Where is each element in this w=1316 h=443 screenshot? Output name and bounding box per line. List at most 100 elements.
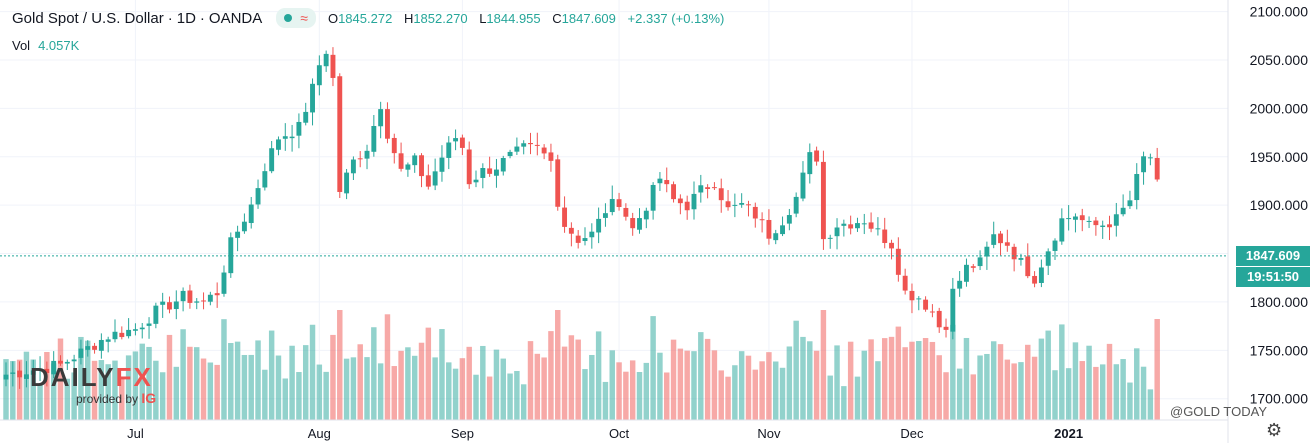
candle-body [44, 368, 50, 373]
volume-bar [602, 381, 609, 420]
gear-icon[interactable]: ⚙ [1266, 420, 1283, 440]
volume-bar [98, 360, 105, 420]
candle-body [637, 218, 642, 230]
volume-bar [977, 355, 983, 420]
volume-bar [861, 350, 868, 420]
price-tick-label: 2000.000 [1250, 100, 1309, 116]
volume-bar [194, 347, 200, 420]
volume-bar [262, 369, 268, 420]
candle-body [112, 331, 118, 340]
volume-bar [561, 346, 568, 420]
volume-bar [514, 370, 520, 420]
candle-body [746, 204, 751, 206]
candle-body [487, 168, 493, 174]
candle-body [1120, 207, 1126, 215]
time-tick-label: Oct [609, 426, 630, 441]
high-value: 1852.270 [413, 10, 468, 26]
volume-bar [1127, 382, 1133, 420]
candle-body [173, 301, 179, 310]
volume-bar [418, 342, 425, 420]
volume-bar [1052, 370, 1058, 420]
candle-body [466, 149, 472, 185]
time-tick-label: 2021 [1054, 426, 1083, 441]
candle-body [10, 372, 16, 374]
volume-bar [125, 355, 132, 420]
data-source: OANDA [208, 9, 263, 27]
volume-bar [711, 350, 718, 420]
volume-bar [929, 341, 936, 420]
candle-body [1038, 267, 1044, 283]
candle-body [793, 196, 799, 214]
candle-body [909, 290, 915, 301]
market-status-pill[interactable]: ≈ [276, 8, 316, 28]
candle-body [167, 302, 172, 310]
volume-bar [187, 346, 193, 420]
candle-body [759, 219, 765, 221]
volume-bar [439, 329, 445, 420]
ohlc-values: O1845.272 H1852.270 L1844.955 C1847.609 … [328, 11, 732, 26]
logo-brand: DAILYFX [30, 362, 153, 392]
volume-bar [180, 329, 186, 420]
candle-body [861, 223, 867, 225]
volume-bar [228, 343, 234, 420]
volume-bar [159, 372, 166, 420]
volume-bar [1004, 359, 1011, 420]
volume-bar [623, 371, 629, 420]
logo-provided-by: provided by IG [76, 390, 157, 406]
candle-body [446, 142, 452, 158]
candle-body [541, 147, 547, 154]
price-tick-label: 1700.000 [1250, 391, 1309, 407]
candle-body [718, 188, 724, 201]
volume-bar [119, 378, 125, 420]
volume-bar [534, 353, 541, 420]
change-value: +2.337 (+0.13%) [627, 10, 725, 26]
candle-body [289, 136, 295, 139]
candle-body [378, 109, 384, 127]
candle-body [521, 143, 527, 147]
volume-bar [936, 355, 942, 420]
candle-body [432, 171, 438, 186]
volume-bar [943, 372, 949, 420]
symbol-title[interactable]: Gold Spot / U.S. Dollar [12, 9, 164, 27]
candle-body [1147, 157, 1153, 159]
volume-bar [555, 310, 561, 420]
volume-bar [221, 319, 227, 420]
candle-body [841, 223, 847, 226]
candle-body [1059, 218, 1065, 242]
volume-bar [1045, 330, 1051, 420]
open-label: O [327, 10, 339, 26]
candle-body [711, 187, 717, 189]
volume-bar [786, 346, 793, 420]
time-axis[interactable]: Jul Aug Sep Oct Nov Dec 2021 [0, 419, 1228, 441]
volume-bar [173, 366, 180, 420]
candle-body [1141, 156, 1147, 173]
candlesticks[interactable] [3, 47, 1160, 389]
volume-bar [779, 367, 786, 420]
candle-body [269, 148, 275, 172]
price-axis[interactable]: 1700.0001750.0001800.0001850.0001900.000… [1227, 0, 1309, 443]
candle-body [92, 345, 98, 350]
volume-bar [425, 327, 432, 420]
candle-body [17, 370, 23, 378]
volume-bar [902, 347, 908, 420]
volume-bar [1059, 324, 1065, 420]
candle-body [493, 169, 499, 176]
candle-body [609, 198, 615, 213]
separator: · [199, 9, 205, 27]
candle-body [677, 198, 683, 204]
volume-bar [166, 334, 173, 420]
volume-bar [575, 339, 581, 420]
candle-body [882, 229, 888, 243]
volume-bar [759, 361, 765, 420]
candle-body [807, 152, 813, 175]
candle-body [534, 144, 540, 146]
candle-body [276, 139, 281, 150]
candle-body [698, 185, 704, 193]
volume-bar [268, 330, 275, 420]
candle-body [71, 359, 77, 362]
volume-bar [854, 376, 861, 420]
volume-bar [207, 362, 214, 420]
interval[interactable]: 1D [176, 9, 196, 27]
volume-bar [452, 368, 459, 420]
